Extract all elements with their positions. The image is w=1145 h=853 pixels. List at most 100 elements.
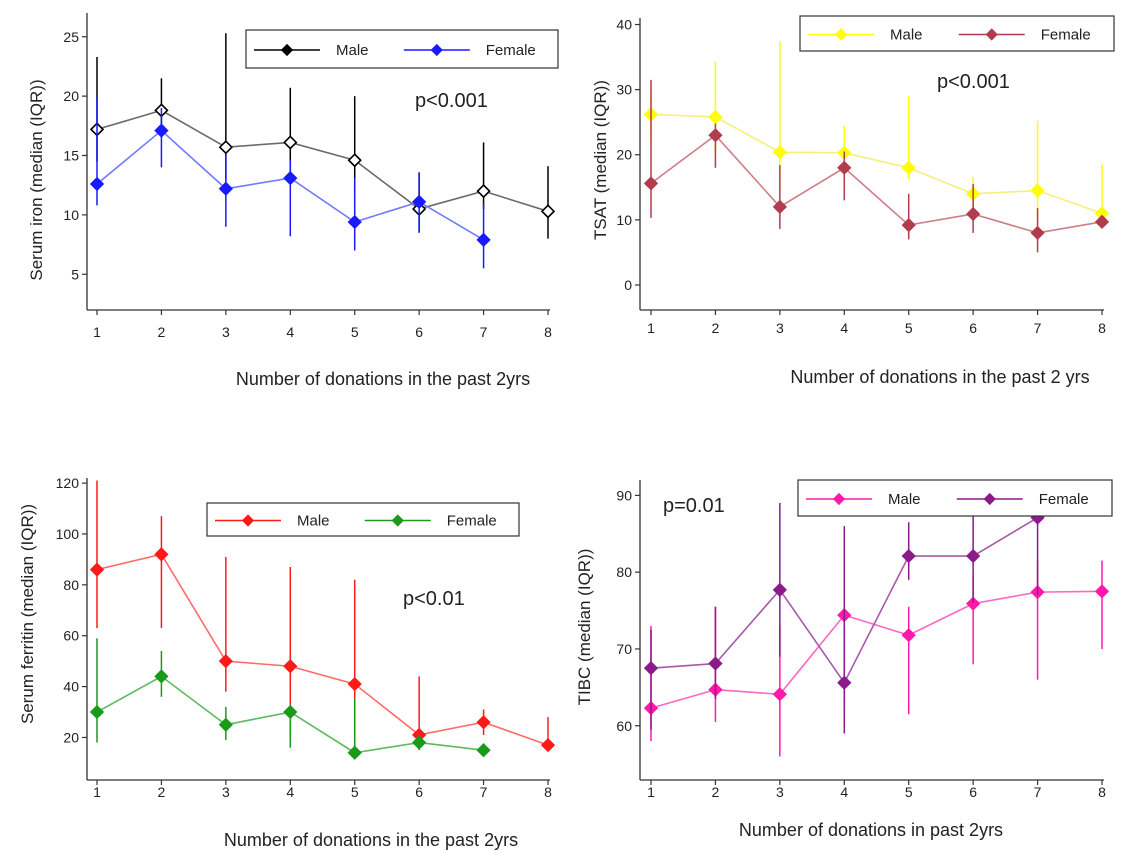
x-tick-label: 8 xyxy=(544,784,552,800)
data-point xyxy=(89,176,105,192)
legend-label: Female xyxy=(447,513,497,530)
data-point xyxy=(837,160,852,175)
data-point xyxy=(412,194,427,209)
legend-marker xyxy=(985,28,998,41)
legend-box xyxy=(797,479,1113,517)
x-tick-label: 7 xyxy=(1034,320,1042,336)
data-point xyxy=(218,654,233,669)
y-tick-label: 0 xyxy=(624,277,632,293)
data-point xyxy=(476,232,491,247)
data-point xyxy=(154,547,169,562)
legend: Male Female xyxy=(206,502,520,537)
y-tick-label: 10 xyxy=(616,212,632,228)
series-line xyxy=(96,553,549,746)
data-point xyxy=(218,717,233,732)
data-point xyxy=(1094,214,1110,229)
data-point xyxy=(1094,584,1110,599)
chart-panel-1: 5 10 15 20 25 1 2 3 4 5 6 7 8 Serum iron (median (IQR… xyxy=(27,13,559,389)
series-female xyxy=(89,638,491,760)
data-point xyxy=(901,628,916,643)
data-point xyxy=(89,704,105,720)
x-tick-label: 3 xyxy=(222,324,230,340)
legend-label: Female xyxy=(486,42,536,59)
legend-marker xyxy=(832,492,846,506)
x-axis-label: Number of donations in the past 2yrs xyxy=(224,830,518,850)
x-tick-label: 1 xyxy=(93,324,101,340)
data-point xyxy=(837,675,852,690)
x-tick-label: 8 xyxy=(1098,320,1106,336)
y-tick-label: 100 xyxy=(56,526,80,542)
x-tick-label: 6 xyxy=(415,784,423,800)
data-point xyxy=(708,128,723,143)
data-point xyxy=(708,109,723,125)
legend-label: Male xyxy=(336,42,369,59)
y-tick-label: 20 xyxy=(616,147,632,163)
data-point xyxy=(966,596,981,611)
y-tick-label: 15 xyxy=(63,148,79,164)
y-tick-label: 60 xyxy=(616,718,632,734)
data-point xyxy=(476,743,491,758)
legend-label: Male xyxy=(888,491,921,508)
chart-panel-3: 20 40 60 80 100 120 1 2 3 4 5 6 7 8 Serum ferritin (me… xyxy=(18,475,556,850)
data-point xyxy=(772,199,787,214)
data-point xyxy=(347,153,362,168)
y-tick-label: 25 xyxy=(63,29,79,45)
x-tick-label: 8 xyxy=(544,324,552,340)
legend: Male Female xyxy=(799,15,1115,52)
series-female xyxy=(643,499,1045,734)
data-point xyxy=(476,183,491,199)
data-point xyxy=(966,206,981,222)
data-point xyxy=(283,659,298,674)
data-point xyxy=(347,214,362,230)
data-point xyxy=(643,661,659,676)
series-female xyxy=(643,79,1110,253)
y-tick-label: 30 xyxy=(616,82,632,98)
x-tick-label: 7 xyxy=(480,784,488,800)
data-point xyxy=(901,548,916,564)
x-tick-label: 5 xyxy=(351,784,359,800)
y-tick-label: 40 xyxy=(616,17,632,33)
series-female xyxy=(89,97,491,269)
x-tick-label: 3 xyxy=(222,784,230,800)
x-tick-label: 2 xyxy=(158,324,166,340)
data-point xyxy=(643,176,659,191)
data-point xyxy=(772,145,787,160)
legend-label: Male xyxy=(890,27,923,44)
p-value-annotation: p<0.001 xyxy=(937,71,1010,93)
x-axis-label: Number of donations in the past 2yrs xyxy=(236,369,530,389)
p-value-annotation: p<0.001 xyxy=(415,90,488,112)
y-tick-label: 20 xyxy=(63,729,79,745)
x-tick-label: 4 xyxy=(840,320,848,336)
y-axis-label: Serum iron (median (IQR)) xyxy=(27,79,46,280)
x-tick-label: 6 xyxy=(415,324,423,340)
x-tick-label: 7 xyxy=(480,324,488,340)
x-tick-label: 4 xyxy=(286,324,294,340)
series-line xyxy=(96,109,549,213)
y-axis-label: TIBC (median (IQR)) xyxy=(575,549,594,706)
x-tick-label: 2 xyxy=(712,784,720,800)
x-tick-label: 2 xyxy=(712,320,720,336)
data-point xyxy=(540,737,556,753)
x-axis-label: Number of donations in the past 2 yrs xyxy=(790,367,1089,387)
data-point xyxy=(283,135,298,150)
data-point xyxy=(772,687,787,702)
y-tick-label: 20 xyxy=(63,88,79,104)
chart-panel-4: 60 70 80 90 1 2 3 4 5 6 7 8 TIBC (median (IQR)) Numbe… xyxy=(575,479,1113,840)
p-value-annotation: p=0.01 xyxy=(663,495,725,517)
legend-label: Female xyxy=(1039,491,1089,508)
y-tick-label: 70 xyxy=(616,641,632,657)
chart-panel-2: 0 10 20 30 40 1 2 3 4 5 6 7 8 TSAT (median (IQR)) Numb… xyxy=(591,15,1115,387)
legend-box xyxy=(245,29,559,69)
data-point xyxy=(901,160,916,175)
x-tick-label: 6 xyxy=(969,320,977,336)
x-tick-label: 6 xyxy=(969,784,977,800)
series-male xyxy=(89,480,556,753)
x-tick-label: 1 xyxy=(93,784,101,800)
data-point xyxy=(154,123,169,138)
legend-label: Male xyxy=(297,513,330,530)
y-tick-label: 90 xyxy=(616,487,632,503)
x-tick-label: 4 xyxy=(840,784,848,800)
legend-marker xyxy=(983,492,996,506)
y-tick-label: 80 xyxy=(63,577,79,593)
series-line xyxy=(650,134,1103,234)
